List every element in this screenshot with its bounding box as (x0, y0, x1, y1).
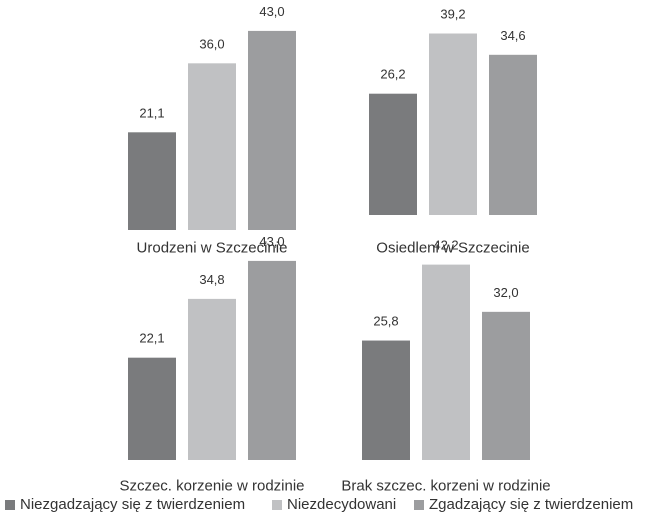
chart-legend: Niezgadzający się z twierdzeniem Niezdec… (0, 496, 657, 516)
bar-2-undecided (429, 33, 477, 216)
legend-item-agree: Zgadzający się z twierdzeniem (414, 496, 633, 513)
panel-label-3: Szczec. korzenie w rodzinie (119, 477, 304, 494)
bar-3-undecided (188, 298, 236, 460)
legend-label-agree: Zgadzający się z twierdzeniem (429, 496, 634, 513)
panel-2: 26,2 39,2 34,6 Osiedleni w Szczecinie (369, 7, 537, 256)
bar-3-agree (248, 260, 296, 460)
value-label-1-agree: 43,0 (259, 4, 284, 19)
bar-2-agree (489, 54, 537, 215)
bar-1-undecided (188, 63, 236, 230)
legend-swatch-undecided (272, 499, 282, 510)
legend-item-disagree: Niezgadzający się z twierdzeniem (5, 496, 245, 513)
value-label-1-disagree: 21,1 (139, 105, 164, 120)
value-label-4-agree: 32,0 (493, 285, 518, 300)
legend-label-undecided: Niezdecydowani (287, 496, 397, 513)
bar-4-disagree (362, 340, 410, 460)
value-label-2-undecided: 39,2 (440, 7, 465, 22)
bar-3-disagree (128, 357, 176, 460)
bar-4-undecided (422, 264, 470, 460)
value-label-3-agree: 43,0 (259, 234, 284, 249)
panel-3: 22,1 34,8 43,0 Szczec. korzenie w rodzinie (119, 234, 304, 494)
value-label-2-disagree: 26,2 (380, 67, 405, 82)
value-label-4-undecided: 42,2 (433, 238, 458, 253)
panel-label-2: Osiedleni w Szczecinie (376, 239, 529, 256)
value-label-2-agree: 34,6 (500, 28, 525, 43)
bar-1-disagree (128, 132, 176, 230)
panel-label-4: Brak szczec. korzeni w rodzinie (341, 477, 550, 494)
value-label-4-disagree: 25,8 (373, 314, 398, 329)
legend-swatch-agree (414, 499, 424, 510)
legend-label-disagree: Niezgadzający się z twierdzeniem (20, 496, 246, 513)
bar-1-agree (248, 30, 296, 230)
panel-label-1: Urodzeni w Szczecinie (137, 239, 288, 256)
bar-2-disagree (369, 93, 417, 215)
bar-4-agree (482, 311, 530, 460)
legend-item-undecided: Niezdecydowani (272, 496, 396, 513)
value-label-3-undecided: 34,8 (199, 272, 224, 287)
panel-4: 25,8 42,2 32,0 Brak szczec. korzeni w rodzi… (341, 238, 550, 495)
legend-swatch-disagree (5, 499, 15, 510)
value-label-1-undecided: 36,0 (199, 36, 224, 51)
value-label-3-disagree: 22,1 (139, 331, 164, 346)
